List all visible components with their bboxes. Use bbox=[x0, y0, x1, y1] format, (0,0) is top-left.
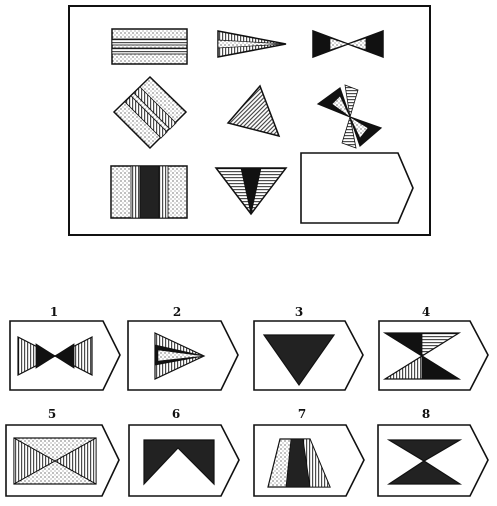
option-8-card bbox=[377, 424, 489, 497]
option-6-label: 6 bbox=[171, 407, 181, 421]
option-2-card bbox=[127, 320, 239, 391]
matrix-cell-2-3 bbox=[316, 84, 383, 149]
option-5-card bbox=[5, 424, 120, 497]
matrix-cell-1-3 bbox=[312, 29, 384, 59]
option-7-label: 7 bbox=[297, 407, 307, 421]
option-3-label: 3 bbox=[294, 305, 304, 319]
option-4-card bbox=[378, 320, 489, 391]
option-3-card bbox=[253, 320, 364, 391]
matrix-cell-1-2 bbox=[217, 30, 287, 58]
matrix-cell-2-2 bbox=[226, 84, 281, 138]
option-4-label: 4 bbox=[421, 305, 431, 319]
option-1-label: 1 bbox=[49, 305, 59, 319]
answer-slot bbox=[300, 152, 414, 224]
option-2-label: 2 bbox=[172, 305, 182, 319]
matrix-cell-3-2 bbox=[214, 167, 288, 216]
option-7-card bbox=[253, 424, 365, 497]
matrix-cell-3-1 bbox=[110, 165, 188, 219]
option-1-card bbox=[9, 320, 121, 391]
option-8-label: 8 bbox=[421, 407, 431, 421]
option-6-card bbox=[128, 424, 240, 497]
option-5-label: 5 bbox=[47, 407, 57, 421]
matrix-cell-1-1 bbox=[111, 28, 188, 65]
matrix-cell-2-1 bbox=[112, 75, 188, 150]
